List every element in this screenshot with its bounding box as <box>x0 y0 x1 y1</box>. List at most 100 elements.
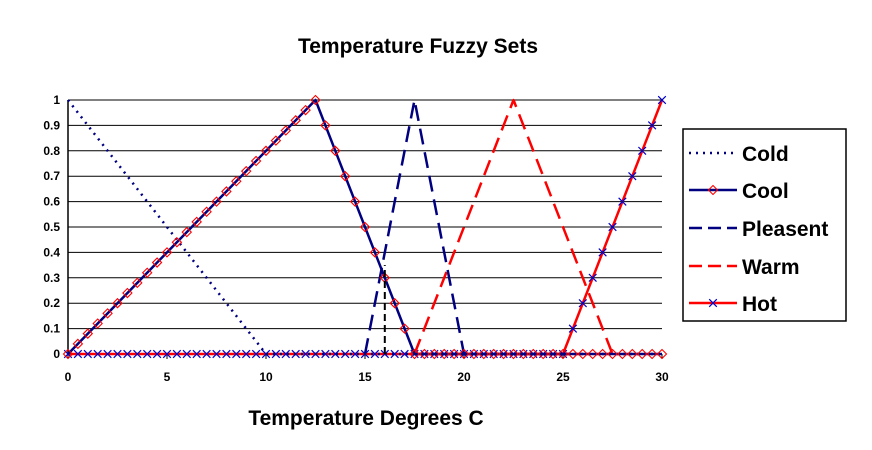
marker-hot-27 <box>331 349 340 359</box>
marker-hot-16-b <box>222 349 231 359</box>
series-warm <box>413 98 614 355</box>
series-cold <box>67 99 662 356</box>
marker-hot-33-b <box>390 349 399 359</box>
marker-hot-1-b <box>73 349 83 359</box>
marker-hot-4-b <box>103 349 112 359</box>
marker-hot-29-b <box>350 349 360 359</box>
marker-cool-18 <box>240 165 252 177</box>
marker-hot-6 <box>123 349 132 359</box>
marker-cool-24 <box>300 104 311 116</box>
legend-marker-4-b <box>708 298 718 308</box>
marker-hot-51-b <box>568 324 578 333</box>
marker-hot-52-b <box>578 298 588 308</box>
marker-hot-28 <box>340 349 350 359</box>
marker-hot-54-b <box>598 248 607 257</box>
marker-cool-9 <box>151 257 163 268</box>
marker-hot-3 <box>93 349 102 359</box>
y-tick-label-4: 0.4 <box>43 245 60 259</box>
x-tick-label-3: 15 <box>358 370 372 384</box>
marker-hot-18-b <box>241 349 251 359</box>
chart-title: Temperature Fuzzy Sets <box>298 35 538 58</box>
marker-cool-23 <box>290 115 301 126</box>
marker-hot-26-b <box>321 349 330 359</box>
marker-hot-54 <box>598 248 607 257</box>
marker-cool-3 <box>92 318 103 329</box>
marker-hot-55 <box>608 222 617 232</box>
marker-hot-34-b <box>400 349 409 359</box>
marker-hot-27-b <box>331 349 340 359</box>
marker-cool-5 <box>112 297 123 309</box>
marker-hot-57 <box>628 171 637 181</box>
marker-hot-59 <box>647 121 657 130</box>
marker-cool-40 <box>458 348 470 360</box>
marker-cool-19 <box>250 155 262 167</box>
marker-hot-8 <box>142 349 152 359</box>
marker-hot-55-b <box>608 222 617 232</box>
x-axis-label: Temperature Degrees C <box>248 407 483 430</box>
legend-marker-1 <box>707 184 719 196</box>
series-line-3 <box>413 98 614 355</box>
marker-cool-41 <box>468 348 480 360</box>
marker-hot-52 <box>578 298 588 308</box>
x-tick-label-5: 25 <box>556 370 570 384</box>
marker-cool-36 <box>419 348 430 360</box>
y-tick-label-9: 0.9 <box>43 118 60 132</box>
marker-hot-60 <box>657 95 667 105</box>
marker-cool-54 <box>597 348 608 360</box>
marker-cool-55 <box>607 348 618 360</box>
y-tick-label-5: 0.5 <box>43 220 60 234</box>
marker-hot-31 <box>370 349 380 359</box>
x-tick-label-6: 30 <box>655 370 669 384</box>
marker-hot-13 <box>192 349 201 359</box>
marker-cool-14 <box>201 206 212 218</box>
legend: Cold Cool Pleasent Warm Hot <box>682 128 847 322</box>
marker-hot-34 <box>400 349 409 359</box>
marker-hot-11-b <box>172 349 182 359</box>
marker-cool-35 <box>409 348 420 360</box>
marker-hot-1 <box>73 349 83 359</box>
marker-cool-28 <box>339 170 351 182</box>
legend-label-3: Warm <box>742 256 800 279</box>
marker-cool-21 <box>270 135 282 146</box>
marker-hot-9-b <box>152 349 162 359</box>
marker-cool-17 <box>231 176 242 187</box>
y-tick-label-10: 1 <box>53 93 60 107</box>
marker-hot-28-b <box>340 349 350 359</box>
marker-hot-60-b <box>657 95 667 105</box>
marker-hot-22 <box>281 349 291 359</box>
x-tick-label-4: 20 <box>457 370 471 384</box>
marker-cool-2 <box>82 328 94 339</box>
marker-hot-29 <box>350 349 360 359</box>
axes: 00.10.20.30.40.50.60.70.80.910 5 10 15 20 25 3… <box>43 93 669 384</box>
legend-label-0: Cold <box>742 143 789 166</box>
marker-hot-12-b <box>182 349 192 359</box>
marker-cool-44 <box>498 348 509 360</box>
legend-label-1: Cool <box>742 180 789 203</box>
marker-hot-2 <box>83 349 93 359</box>
marker-hot-21 <box>271 349 281 359</box>
marker-cool-26 <box>320 120 331 131</box>
marker-cool-0 <box>62 348 74 360</box>
marker-cool-29 <box>349 196 361 207</box>
marker-hot-58-b <box>637 146 647 156</box>
marker-hot-14 <box>202 349 211 359</box>
marker-cool-12 <box>181 226 193 238</box>
marker-hot-5 <box>113 349 122 359</box>
marker-cool-37 <box>429 348 440 360</box>
marker-cool-45 <box>508 348 519 360</box>
marker-hot-9 <box>152 349 162 359</box>
marker-cool-11 <box>171 236 183 248</box>
x-tick-label-0: 0 <box>65 370 72 384</box>
marker-cool-6 <box>122 287 133 299</box>
series-line-0 <box>67 99 662 356</box>
marker-hot-10-b <box>162 349 172 359</box>
marker-cool-43 <box>488 348 499 360</box>
marker-hot-21-b <box>271 349 281 359</box>
marker-hot-7-b <box>133 349 142 359</box>
marker-cool-47 <box>528 348 539 360</box>
marker-hot-4 <box>103 349 112 359</box>
plot-area <box>62 94 668 360</box>
marker-hot-56-b <box>618 197 627 206</box>
marker-hot-13-b <box>192 349 201 359</box>
y-tick-label-8: 0.8 <box>43 144 60 158</box>
